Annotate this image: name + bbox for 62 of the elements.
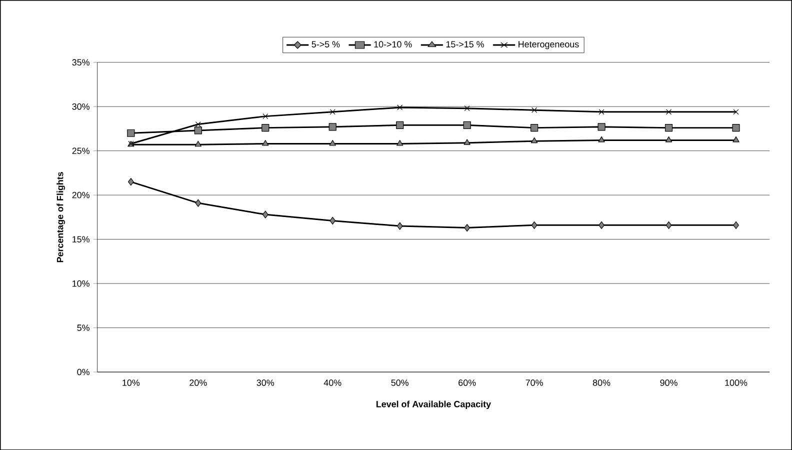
point: [194, 140, 202, 147]
legend-label: Heterogeneous: [518, 40, 579, 50]
point: [532, 107, 538, 113]
y-tick-label: 35%: [72, 58, 90, 66]
point: [330, 216, 336, 224]
point: [128, 178, 134, 186]
point: [665, 136, 672, 142]
x-axis-title: Level of Available Capacity: [376, 400, 491, 409]
point: [464, 105, 470, 111]
legend-label: 5->5 %: [312, 40, 340, 48]
point: [195, 121, 201, 127]
point: [262, 210, 268, 218]
y-tick-label: 10%: [72, 280, 90, 287]
y-axis-title: Percentage of Flights: [56, 172, 66, 262]
point: [262, 124, 270, 132]
point: [666, 221, 672, 229]
x-tick-label: 70%: [526, 379, 543, 386]
x-tick-label: 100%: [725, 379, 748, 386]
x-tick-label: 60%: [458, 379, 476, 386]
y-tick-label: 25%: [72, 147, 90, 154]
x-tick-label: 20%: [190, 379, 207, 386]
point: [732, 136, 740, 142]
point: [530, 124, 538, 132]
y-tick-label: 0%: [77, 368, 90, 376]
point: [396, 222, 403, 230]
point: [598, 221, 604, 229]
x-tick-label: 40%: [324, 379, 342, 386]
x-tick-label: 10%: [122, 379, 140, 386]
point: [598, 108, 604, 114]
y-tick-label: 30%: [72, 103, 90, 110]
point: [396, 140, 404, 146]
point: [598, 122, 606, 131]
point: [732, 124, 740, 132]
y-tick-label: 20%: [72, 192, 90, 198]
point: [262, 113, 268, 119]
point: [397, 104, 403, 110]
point: [531, 221, 538, 229]
point: [530, 137, 538, 143]
point: [262, 140, 269, 146]
point: [330, 108, 336, 114]
point: [664, 124, 673, 132]
x-tick-label: 90%: [660, 379, 678, 386]
point: [328, 122, 336, 131]
point: [329, 140, 336, 146]
point: [396, 121, 404, 129]
point: [194, 126, 202, 134]
point: [733, 108, 739, 114]
legend-label: 15->15 %: [446, 40, 484, 48]
point: [195, 199, 202, 207]
point: [733, 221, 739, 229]
point: [598, 136, 605, 142]
x-tick-label: 80%: [592, 379, 610, 386]
point: [127, 129, 135, 137]
point: [464, 224, 470, 232]
y-tick-label: 5%: [77, 324, 90, 331]
y-tick-label: 15%: [72, 236, 90, 242]
point: [464, 138, 470, 145]
point: [463, 121, 471, 129]
x-tick-label: 30%: [256, 379, 274, 386]
point: [666, 108, 672, 114]
x-tick-label: 50%: [391, 379, 408, 386]
legend-label: 10->10 %: [374, 40, 412, 48]
